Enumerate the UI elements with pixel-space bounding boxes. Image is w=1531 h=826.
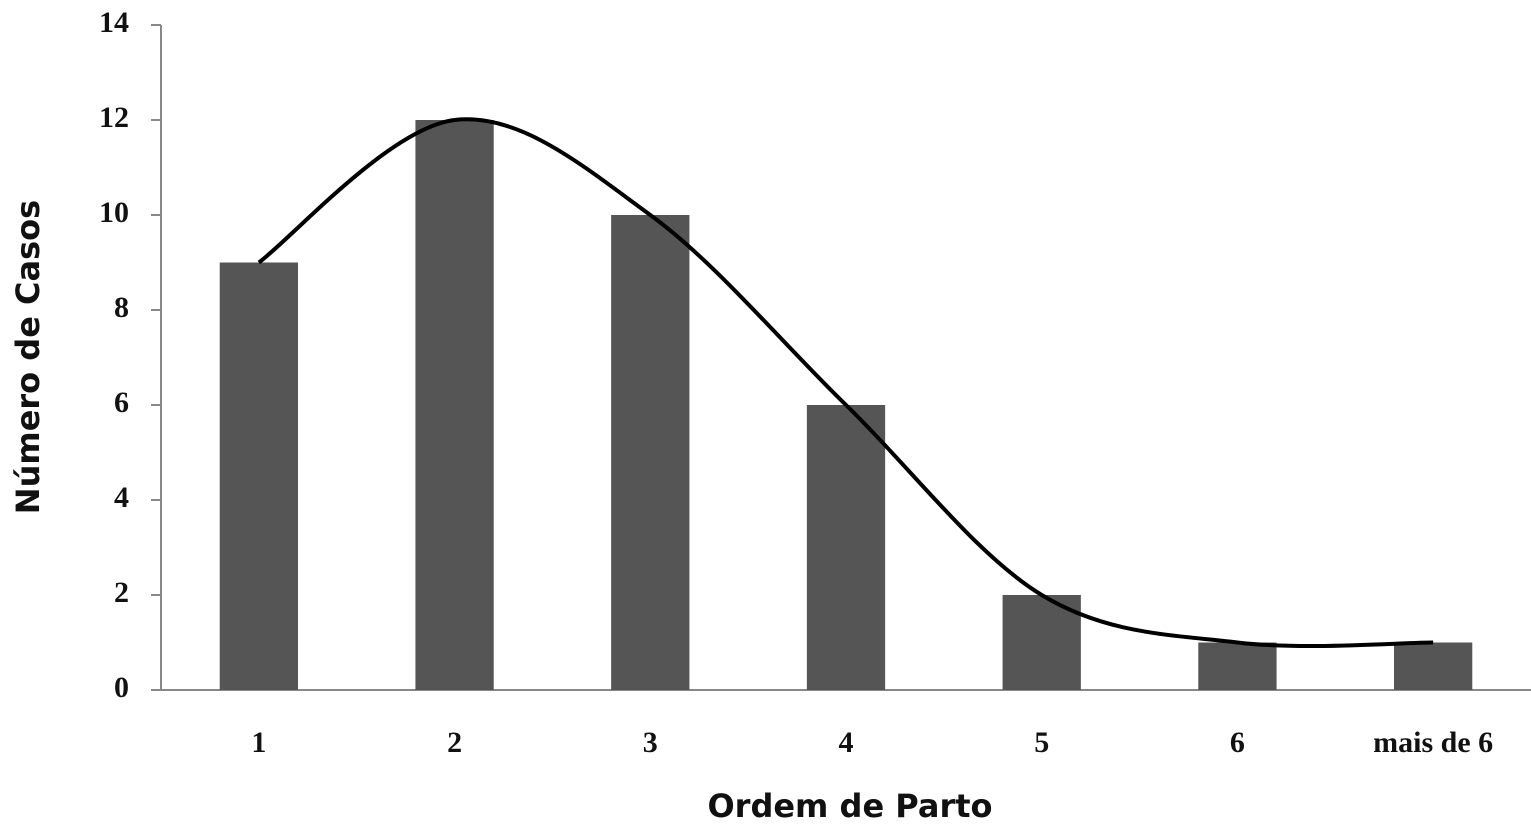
x-tick-label: 6 [1230, 726, 1245, 759]
y-tick-label: 4 [114, 481, 129, 514]
trend-line [257, 117, 1434, 649]
bar [1394, 642, 1473, 690]
x-axis-title: Ordem de Parto [707, 787, 992, 825]
bar [219, 262, 298, 690]
x-tick-label: 2 [447, 726, 462, 759]
y-axis-title: Número de Casos [9, 200, 47, 514]
y-tick-label: 8 [114, 291, 129, 324]
y-tick-label: 6 [114, 386, 129, 419]
x-tick-label: 1 [251, 726, 266, 759]
x-tick-label: 3 [643, 726, 658, 759]
bar [1198, 642, 1277, 690]
y-tick-label: 2 [114, 576, 129, 609]
y-tick-label: 10 [99, 196, 129, 229]
x-tick-label: mais de 6 [1373, 726, 1493, 759]
x-tick-label: 5 [1034, 726, 1049, 759]
bar [415, 120, 494, 690]
y-tick-label: 12 [99, 101, 129, 134]
y-tick-label: 14 [99, 6, 129, 39]
x-tick-label: 4 [839, 726, 854, 759]
y-tick-label: 0 [114, 671, 129, 704]
bar [806, 405, 886, 690]
bar [611, 215, 690, 690]
